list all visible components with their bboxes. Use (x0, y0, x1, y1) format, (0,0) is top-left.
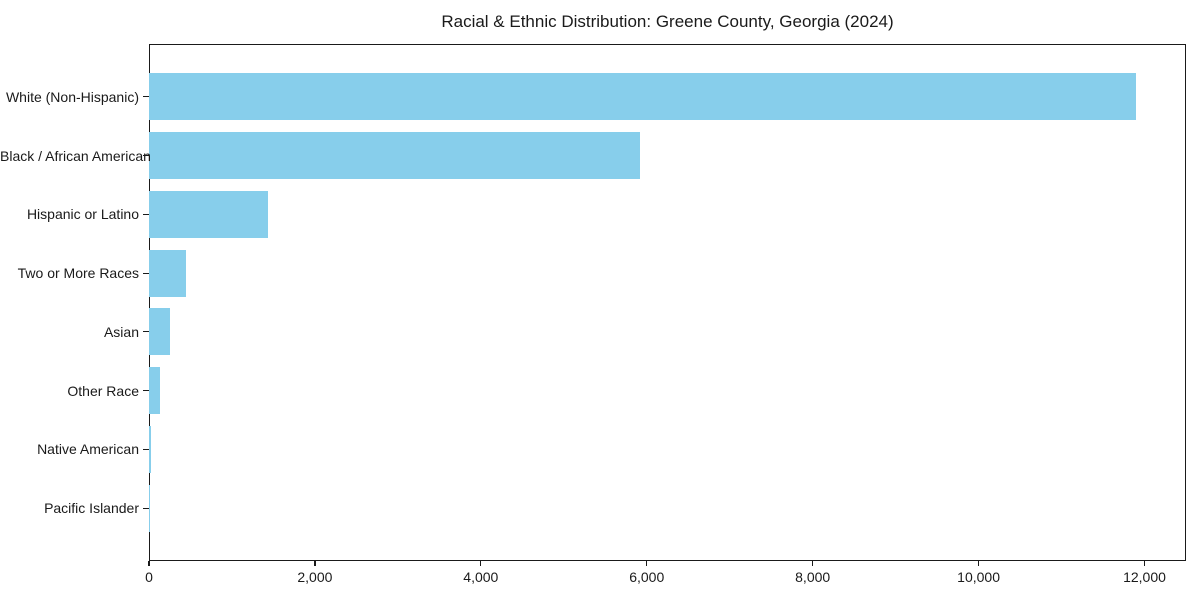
ytick-label-0: White (Non-Hispanic) (5, 88, 139, 105)
bar-6 (149, 425, 151, 473)
bar-4 (149, 308, 170, 356)
xtick-mark-3 (646, 561, 648, 566)
ytick-mark-5 (143, 390, 149, 392)
xtick-mark-2 (480, 561, 482, 566)
chart-title: Racial & Ethnic Distribution: Greene Cou… (441, 12, 894, 31)
xtick-mark-4 (812, 561, 814, 566)
ytick-mark-3 (143, 272, 149, 274)
xtick-label-6: 12,000 (1123, 569, 1166, 585)
xtick-label-5: 10,000 (957, 569, 1000, 585)
ytick-mark-0 (143, 96, 149, 98)
ytick-label-1: Black / African American (0, 147, 151, 164)
xtick-mark-5 (978, 561, 980, 566)
bar-3 (149, 249, 186, 297)
xtick-label-2: 4,000 (463, 569, 499, 585)
ytick-mark-1 (143, 155, 149, 157)
ytick-label-2: Hispanic or Latino (26, 206, 139, 223)
xtick-label-0: 0 (145, 569, 153, 585)
ytick-label-5: Other Race (67, 382, 139, 399)
ytick-mark-7 (143, 507, 149, 509)
xtick-mark-0 (148, 561, 150, 566)
xtick-label-1: 2,000 (297, 569, 333, 585)
bar-0 (149, 73, 1137, 121)
ytick-label-6: Native American (37, 441, 139, 458)
xtick-mark-6 (1143, 561, 1146, 566)
xtick-mark-1 (314, 561, 316, 566)
ytick-mark-4 (143, 331, 149, 333)
ytick-label-3: Two or More Races (17, 265, 139, 282)
ytick-label-4: Asian (103, 323, 139, 340)
bar-7 (149, 484, 150, 532)
xtick-label-3: 6,000 (629, 569, 665, 585)
bar-1 (149, 132, 641, 180)
ytick-mark-6 (143, 448, 149, 450)
ytick-mark-2 (143, 213, 149, 215)
bar-2 (149, 190, 269, 238)
ytick-label-7: Pacific Islander (44, 500, 139, 517)
plot-area (149, 44, 1186, 561)
bar-5 (149, 367, 160, 415)
xtick-label-4: 8,000 (795, 569, 831, 585)
